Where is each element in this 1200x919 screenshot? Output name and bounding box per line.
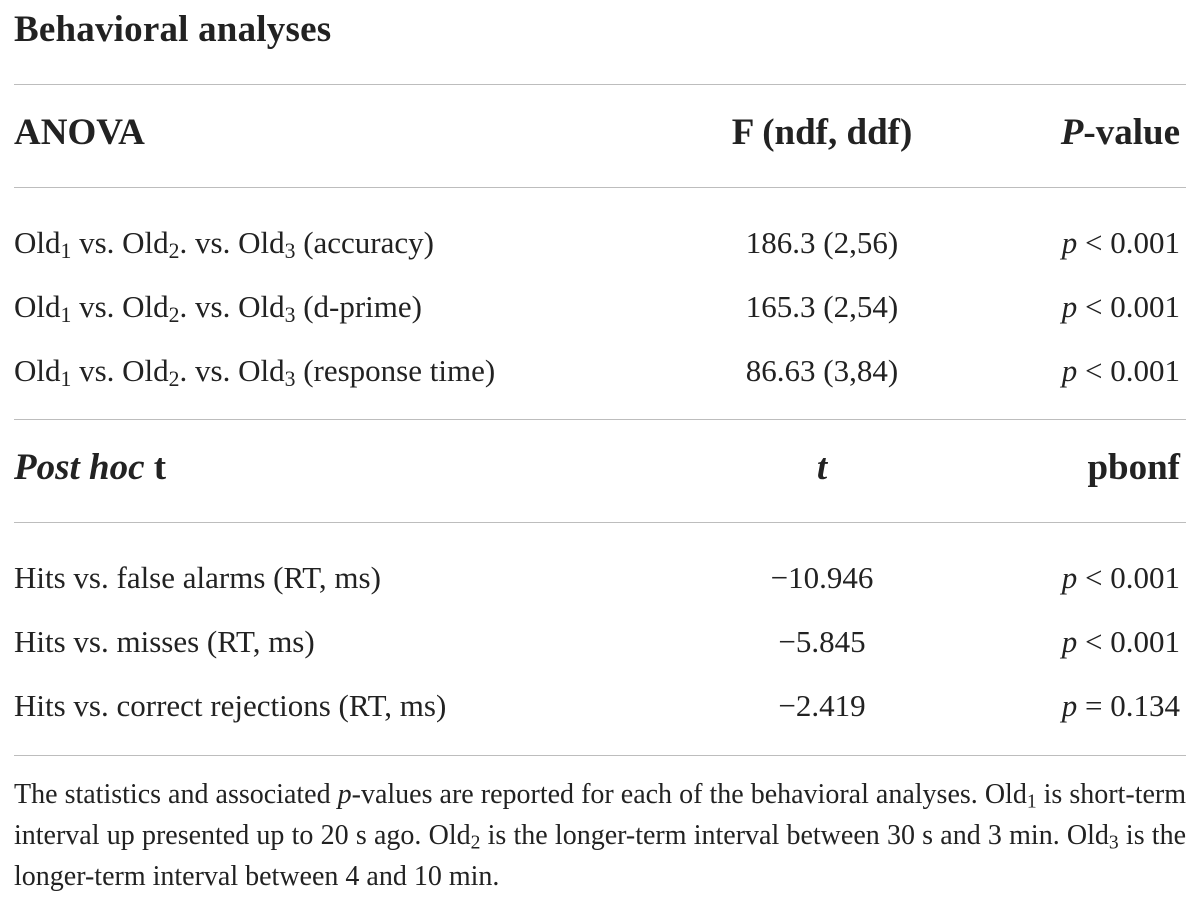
anova-header-rule (14, 187, 1186, 188)
anova-row-label: Old1 vs. Old2. vs. Old3 (response time) (14, 353, 496, 391)
anova-row-p: p < 0.001 (1061, 353, 1180, 388)
section-divider-rule (14, 419, 1186, 420)
anova-row-value: 186.3 (2,56) (745, 225, 899, 260)
posthoc-header-t: t (816, 447, 828, 488)
anova-header-row: ANOVA F (ndf, ddf) P-value (14, 111, 1186, 161)
posthoc-row-label: Hits vs. misses (RT, ms) (14, 624, 315, 659)
anova-header-label: ANOVA (14, 112, 145, 153)
anova-row-p: p < 0.001 (1061, 289, 1180, 324)
anova-row-response-time: Old1 vs. Old2. vs. Old3 (response time) … (14, 353, 1186, 403)
posthoc-row-false-alarms: Hits vs. false alarms (RT, ms) −10.946 p… (14, 560, 1186, 610)
anova-header-p-italic: P (1060, 112, 1084, 153)
top-rule (14, 84, 1186, 85)
table-footnote: The statistics and associated p-values a… (14, 779, 1187, 892)
posthoc-header-rule (14, 522, 1186, 523)
anova-row-value: 86.63 (3,84) (745, 353, 899, 388)
anova-row-accuracy: Old1 vs. Old2. vs. Old3 (accuracy) 186.3… (14, 225, 1186, 275)
posthoc-row-label: Hits vs. false alarms (RT, ms) (14, 560, 381, 595)
posthoc-header-label: Post hoc t (14, 447, 167, 488)
table-title: Behavioral analyses (14, 9, 332, 50)
posthoc-row-value: −5.845 (778, 624, 866, 659)
posthoc-header-pbonf: pbonf (1087, 447, 1180, 488)
bottom-rule (14, 755, 1186, 756)
posthoc-row-correct-rejections: Hits vs. correct rejections (RT, ms) −2.… (14, 688, 1186, 738)
posthoc-row-value: −2.419 (778, 688, 866, 723)
anova-row-label: Old1 vs. Old2. vs. Old3 (accuracy) (14, 225, 434, 263)
anova-header-p: P-value (1061, 111, 1180, 154)
posthoc-row-p: p < 0.001 (1061, 560, 1180, 595)
posthoc-row-value: −10.946 (770, 560, 874, 595)
posthoc-row-misses: Hits vs. misses (RT, ms) −5.845 p < 0.00… (14, 624, 1186, 674)
anova-row-value: 165.3 (2,54) (745, 289, 899, 324)
anova-row-p: p < 0.001 (1061, 225, 1180, 260)
posthoc-row-p: p = 0.134 (1061, 688, 1180, 723)
posthoc-header-row: Post hoc t t pbonf (14, 446, 1186, 496)
posthoc-row-p: p < 0.001 (1061, 624, 1180, 659)
anova-header-f: F (ndf, ddf) (731, 112, 913, 153)
anova-header-p-rest: -value (1083, 112, 1180, 153)
anova-row-dprime: Old1 vs. Old2. vs. Old3 (d-prime) 165.3 … (14, 289, 1186, 339)
anova-row-label: Old1 vs. Old2. vs. Old3 (d-prime) (14, 289, 422, 327)
posthoc-row-label: Hits vs. correct rejections (RT, ms) (14, 688, 447, 723)
